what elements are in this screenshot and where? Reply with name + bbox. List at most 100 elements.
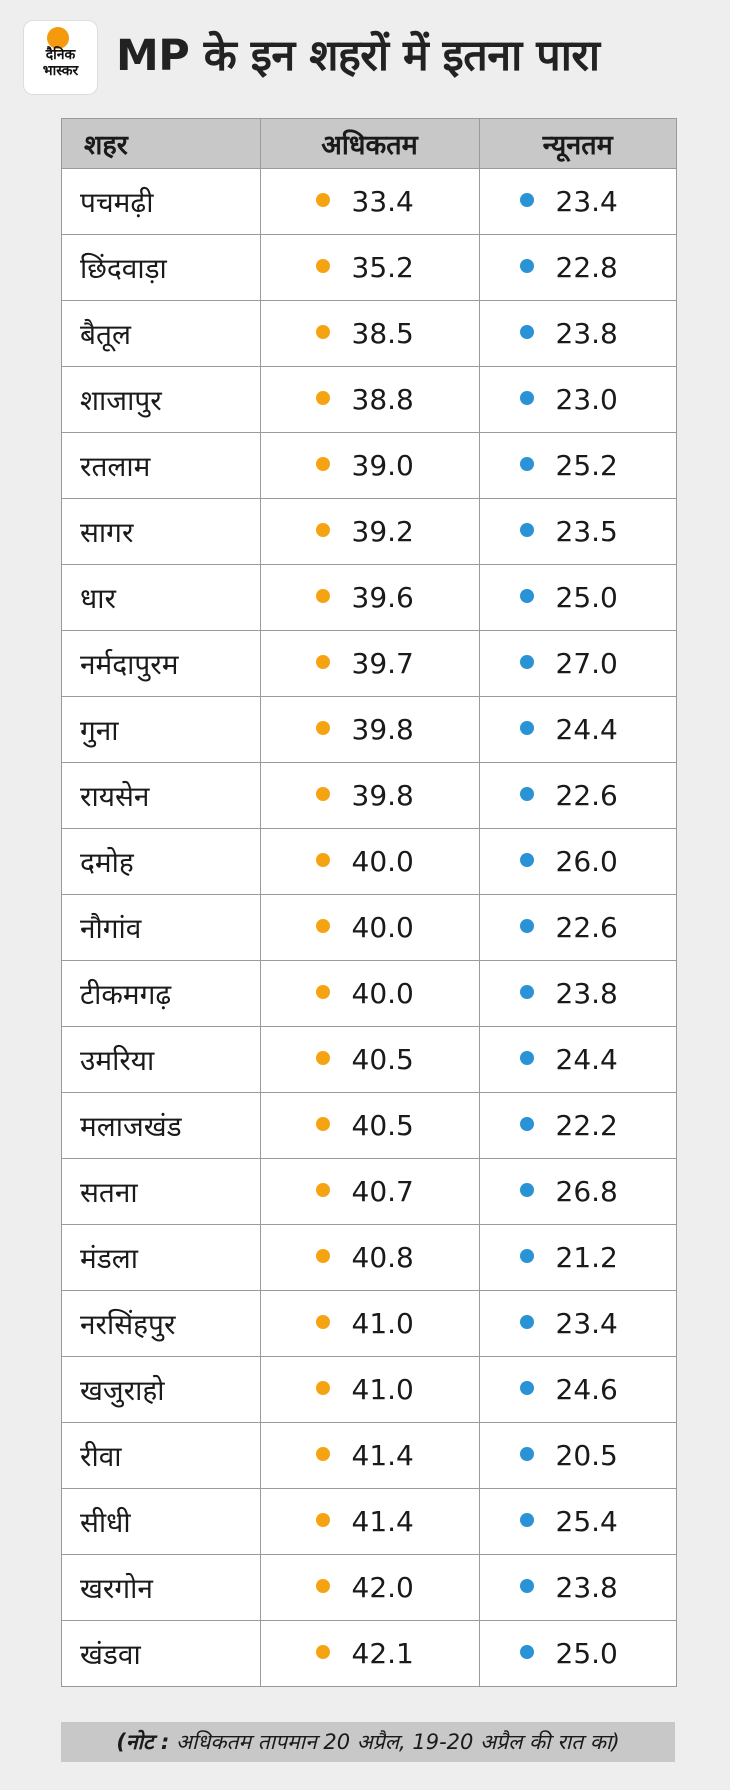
city-cell: धार [62, 564, 261, 631]
max-temp-value: 41.4 [351, 1505, 414, 1538]
min-temp-cell: 27.0 [479, 630, 676, 697]
min-dot-icon [519, 259, 534, 273]
min-temp-value: 23.8 [555, 317, 618, 350]
max-temp-value: 40.5 [351, 1109, 414, 1142]
city-cell: नर्मदापुरम [62, 630, 261, 697]
min-dot-icon [519, 1315, 534, 1329]
min-dot-icon [519, 787, 534, 801]
min-dot-icon [519, 919, 534, 933]
max-dot-icon [315, 457, 330, 471]
city-cell: खरगोन [62, 1554, 261, 1621]
max-dot-icon [315, 1183, 330, 1197]
max-temp-cell: 39.2 [260, 498, 480, 565]
min-temp-value: 22.8 [555, 251, 618, 284]
footnote: (नोट : अधिकतम तापमान 20 अप्रैल, 19-20 अप… [61, 1722, 675, 1762]
table-row: सागर 39.2 23.5 [62, 498, 676, 565]
table-row: नौगांव 40.0 22.6 [62, 894, 676, 961]
max-temp-cell: 39.8 [260, 696, 480, 763]
max-temp-cell: 35.2 [260, 234, 480, 301]
max-temp-cell: 41.4 [260, 1488, 480, 1555]
min-dot-icon [519, 1447, 534, 1461]
min-temp-cell: 26.0 [479, 828, 676, 895]
min-temp-value: 25.0 [555, 1637, 618, 1670]
max-temp-cell: 38.5 [260, 300, 480, 367]
min-dot-icon [519, 391, 534, 405]
city-cell: शाजापुर [62, 366, 261, 433]
brand-line-1: दैनिक [45, 47, 76, 63]
min-dot-icon [519, 1579, 534, 1593]
brand-line-2: भास्कर [42, 63, 79, 79]
max-temp-cell: 41.0 [260, 1356, 480, 1423]
min-dot-icon [519, 1381, 534, 1395]
city-cell: टीकमगढ़ [62, 960, 261, 1027]
max-temp-cell: 42.1 [260, 1620, 480, 1686]
table-row: उमरिया 40.5 24.4 [62, 1026, 676, 1093]
min-temp-value: 23.8 [555, 977, 618, 1010]
min-temp-cell: 25.2 [479, 432, 676, 499]
max-temp-value: 33.4 [351, 185, 414, 218]
table-row: खजुराहो 41.0 24.6 [62, 1356, 676, 1423]
table-row: बैतूल 38.5 23.8 [62, 300, 676, 367]
city-cell: मंडला [62, 1224, 261, 1291]
min-dot-icon [519, 589, 534, 603]
max-temp-value: 40.0 [351, 977, 414, 1010]
min-temp-value: 20.5 [555, 1439, 618, 1472]
header-city: शहर [62, 119, 261, 169]
header: दैनिक भास्कर MP के इन शहरों में इतना पार… [0, 0, 730, 108]
min-temp-cell: 22.6 [479, 894, 676, 961]
max-temp-value: 40.0 [351, 911, 414, 944]
table-row: धार 39.6 25.0 [62, 564, 676, 631]
min-temp-value: 21.2 [555, 1241, 618, 1274]
city-cell: मलाजखंड [62, 1092, 261, 1159]
max-dot-icon [315, 1447, 330, 1461]
max-temp-cell: 38.8 [260, 366, 480, 433]
table-row: टीकमगढ़ 40.0 23.8 [62, 960, 676, 1027]
max-temp-value: 41.4 [351, 1439, 414, 1472]
temperature-table: शहर अधिकतम न्यूनतम पचमढ़ी 33.4 23.4 छिंदवाड… [61, 118, 677, 1687]
min-temp-cell: 25.4 [479, 1488, 676, 1555]
footnote-label: (नोट : [116, 1730, 170, 1754]
min-temp-cell: 22.6 [479, 762, 676, 829]
max-dot-icon [315, 1051, 330, 1065]
table-row: दमोह 40.0 26.0 [62, 828, 676, 895]
table-row: छिंदवाड़ा 35.2 22.8 [62, 234, 676, 301]
city-cell: सीधी [62, 1488, 261, 1555]
min-temp-value: 24.6 [555, 1373, 618, 1406]
table-row: पचमढ़ी 33.4 23.4 [62, 168, 676, 235]
min-temp-cell: 24.4 [479, 1026, 676, 1093]
table-row: सीधी 41.4 25.4 [62, 1488, 676, 1555]
table-row: रतलाम 39.0 25.2 [62, 432, 676, 499]
max-temp-cell: 41.4 [260, 1422, 480, 1489]
max-temp-cell: 42.0 [260, 1554, 480, 1621]
max-dot-icon [315, 1117, 330, 1131]
table-row: खरगोन 42.0 23.8 [62, 1554, 676, 1621]
header-min: न्यूनतम [479, 119, 676, 169]
max-dot-icon [315, 1249, 330, 1263]
min-temp-cell: 23.4 [479, 1290, 676, 1357]
min-dot-icon [519, 523, 534, 537]
min-dot-icon [519, 721, 534, 735]
city-cell: नरसिंहपुर [62, 1290, 261, 1357]
max-dot-icon [315, 589, 330, 603]
max-dot-icon [315, 193, 330, 207]
max-temp-cell: 39.6 [260, 564, 480, 631]
city-cell: रतलाम [62, 432, 261, 499]
max-dot-icon [315, 1645, 330, 1659]
city-cell: रायसेन [62, 762, 261, 829]
city-cell: नौगांव [62, 894, 261, 961]
max-dot-icon [315, 1381, 330, 1395]
max-temp-value: 39.6 [351, 581, 414, 614]
min-temp-value: 25.0 [555, 581, 618, 614]
max-temp-cell: 40.7 [260, 1158, 480, 1225]
min-temp-value: 23.5 [555, 515, 618, 548]
max-temp-value: 40.7 [351, 1175, 414, 1208]
min-temp-cell: 24.6 [479, 1356, 676, 1423]
min-temp-value: 22.6 [555, 911, 618, 944]
max-temp-cell: 33.4 [260, 168, 480, 235]
page-title: MP के इन शहरों में इतना पारा [116, 31, 600, 81]
brand-logo: दैनिक भास्कर [24, 21, 97, 94]
min-temp-value: 25.2 [555, 449, 618, 482]
max-temp-value: 35.2 [351, 251, 414, 284]
min-temp-cell: 22.2 [479, 1092, 676, 1159]
min-temp-value: 23.4 [555, 1307, 618, 1340]
